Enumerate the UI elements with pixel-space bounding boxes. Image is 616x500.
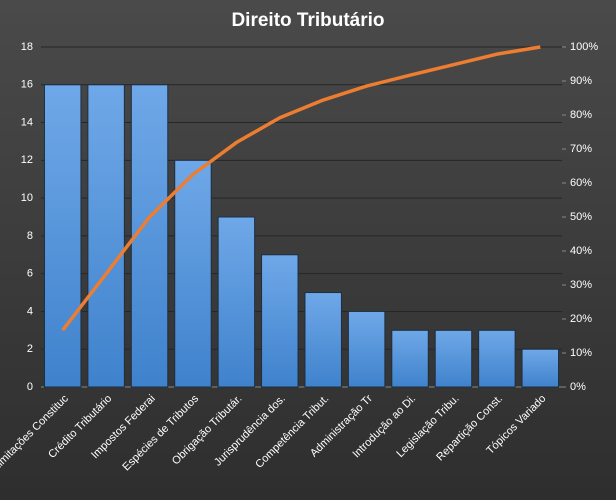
y-tick-label: 12 xyxy=(21,154,33,166)
bar xyxy=(130,84,169,388)
y2-tick-label: 20% xyxy=(570,313,592,325)
y2-tick-label: 10% xyxy=(570,347,592,359)
y2-tick-label: 70% xyxy=(570,143,592,155)
bar xyxy=(521,348,560,388)
bar xyxy=(478,329,516,388)
y2-tick-label: 40% xyxy=(570,245,592,257)
y-tick-label: 2 xyxy=(27,343,33,355)
y2-tick-label: 100% xyxy=(570,41,598,53)
y-tick-label: 6 xyxy=(27,268,33,280)
bar xyxy=(217,216,256,388)
y2-tick-label: 60% xyxy=(570,177,592,189)
y-tick-label: 0 xyxy=(27,381,33,393)
y-tick-label: 8 xyxy=(27,230,33,242)
bar xyxy=(261,254,299,388)
chart-title: Direito Tributário xyxy=(231,10,384,31)
bar xyxy=(87,84,125,388)
bar xyxy=(347,310,386,388)
y2-tick-label: 80% xyxy=(570,109,592,121)
y2-tick-label: 0% xyxy=(570,381,586,393)
cumulative-line xyxy=(61,45,541,332)
y2-tick-label: 50% xyxy=(570,211,592,223)
bar xyxy=(391,329,429,388)
bar xyxy=(434,329,473,388)
y2-tick-label: 90% xyxy=(570,75,592,87)
bar xyxy=(304,292,342,388)
y-tick-label: 18 xyxy=(21,41,33,53)
y2-tick-label: 30% xyxy=(570,279,592,291)
y-tick-label: 10 xyxy=(21,192,33,204)
bar xyxy=(174,159,212,388)
y-tick-label: 4 xyxy=(27,305,33,317)
bar xyxy=(43,84,82,388)
y-tick-label: 16 xyxy=(21,79,33,91)
y-tick-label: 14 xyxy=(21,116,33,128)
